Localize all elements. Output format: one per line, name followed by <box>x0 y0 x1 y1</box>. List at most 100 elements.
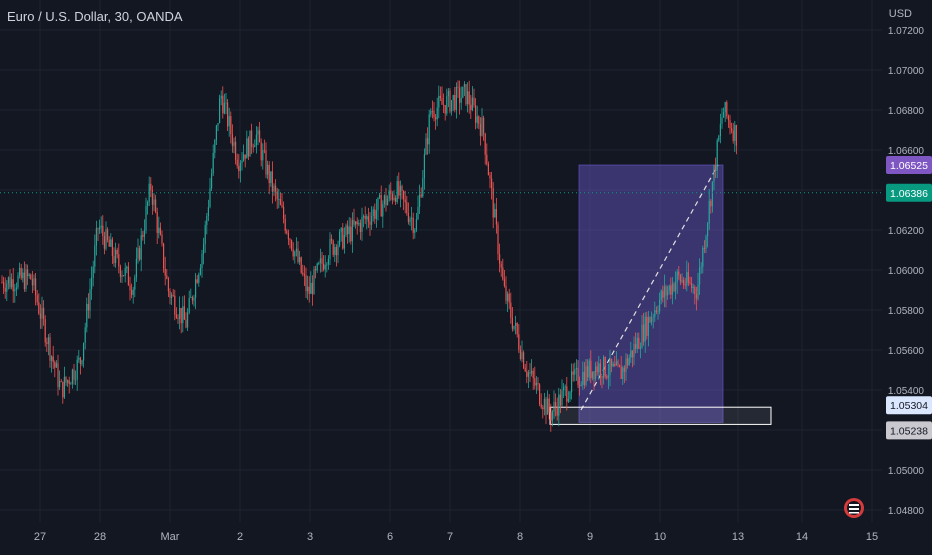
candle-body <box>529 372 531 374</box>
candle-body <box>545 398 547 415</box>
candle-body <box>542 407 544 410</box>
candle-body <box>204 224 206 244</box>
candle-body <box>103 236 105 249</box>
candle-body <box>65 376 67 383</box>
candle-body <box>663 286 665 298</box>
candle-body <box>148 183 150 202</box>
candle-body <box>89 289 91 311</box>
candle-body <box>63 376 65 398</box>
candle-body <box>231 133 233 146</box>
price-label-level-low[interactable]: 1.05238 <box>886 421 932 440</box>
candle-body <box>300 257 302 273</box>
candle-body <box>366 216 368 220</box>
candle-body <box>577 367 579 385</box>
candle-body <box>726 102 728 117</box>
candle-body <box>449 90 451 112</box>
candle-body <box>175 314 177 318</box>
candle-body <box>548 398 550 413</box>
candle-body <box>308 286 310 294</box>
candle-body <box>708 200 710 224</box>
candle-body <box>68 380 70 385</box>
candle-body <box>33 278 35 286</box>
candle-body <box>510 302 512 318</box>
candle-body <box>492 188 494 218</box>
candle-body <box>177 317 179 319</box>
candle-body <box>444 105 446 114</box>
candle-body <box>507 293 509 301</box>
tradingview-logo-icon[interactable] <box>844 498 864 518</box>
candle-body <box>468 91 470 105</box>
candle-body <box>303 274 305 276</box>
candle-body <box>630 350 632 358</box>
candle-body <box>668 285 670 291</box>
candle-body <box>527 372 529 377</box>
candle-body <box>150 183 152 191</box>
candle-body <box>275 185 277 192</box>
candle-body <box>279 199 281 205</box>
candle-body <box>646 316 648 336</box>
price-label-target[interactable]: 1.06525 <box>886 156 932 174</box>
candle-body <box>670 285 672 295</box>
candle-body <box>307 286 309 292</box>
range-box[interactable] <box>578 164 724 423</box>
candle-body <box>387 198 389 206</box>
candle-body <box>137 248 139 259</box>
candle-body <box>129 285 131 291</box>
candle-body <box>729 120 731 129</box>
price-label-level-high[interactable]: 1.05304 <box>886 396 932 415</box>
candle-body <box>209 188 211 208</box>
candle-body <box>151 190 153 205</box>
candle-body <box>195 279 197 298</box>
candle-body <box>41 307 43 319</box>
candle-body <box>721 117 723 124</box>
candle-body <box>484 133 486 155</box>
candle-body <box>524 367 526 372</box>
candle-body <box>147 201 149 207</box>
candle-body <box>377 197 379 211</box>
candle-body <box>467 91 469 105</box>
candle-body <box>585 366 587 386</box>
candle-body <box>331 238 333 241</box>
candle-body <box>57 363 59 388</box>
x-tick-label: 3 <box>307 531 313 543</box>
symbol-title[interactable]: Euro / U.S. Dollar, 30, OANDA <box>7 9 183 24</box>
candle-body <box>615 361 617 366</box>
candle-body <box>707 223 709 237</box>
candle-body <box>673 283 675 292</box>
candle-body <box>406 202 408 214</box>
candles-layer <box>1 80 737 432</box>
candle-body <box>28 274 30 276</box>
candle-body <box>86 303 88 328</box>
candle-body <box>652 316 654 318</box>
candle-body <box>174 295 176 315</box>
candle-body <box>436 107 438 120</box>
grid-lines <box>0 0 882 522</box>
candle-body <box>113 256 115 264</box>
candle-body <box>215 125 217 141</box>
candle-body <box>487 163 489 176</box>
candle-body <box>684 284 686 286</box>
candle-body <box>433 111 435 118</box>
candle-body <box>244 154 246 159</box>
candle-body <box>569 392 571 399</box>
candle-body <box>547 398 549 415</box>
candle-body <box>519 349 521 359</box>
candle-body <box>47 337 49 344</box>
candle-body <box>639 347 641 349</box>
price-label-current[interactable]: 1.06386 <box>886 183 932 202</box>
candle-body <box>355 221 357 225</box>
candle-body <box>159 227 161 235</box>
axis-layer[interactable]: 1.048001.050001.052001.054001.056001.058… <box>34 26 932 543</box>
candle-body <box>486 154 488 164</box>
level-box[interactable] <box>549 406 772 425</box>
candle-body <box>385 195 387 206</box>
candle-body <box>641 324 643 348</box>
candle-body <box>286 230 288 233</box>
candle-body <box>271 171 273 192</box>
candle-body <box>267 164 269 175</box>
candle-body <box>340 228 342 232</box>
candle-body <box>404 199 406 203</box>
candle-body <box>187 312 189 328</box>
